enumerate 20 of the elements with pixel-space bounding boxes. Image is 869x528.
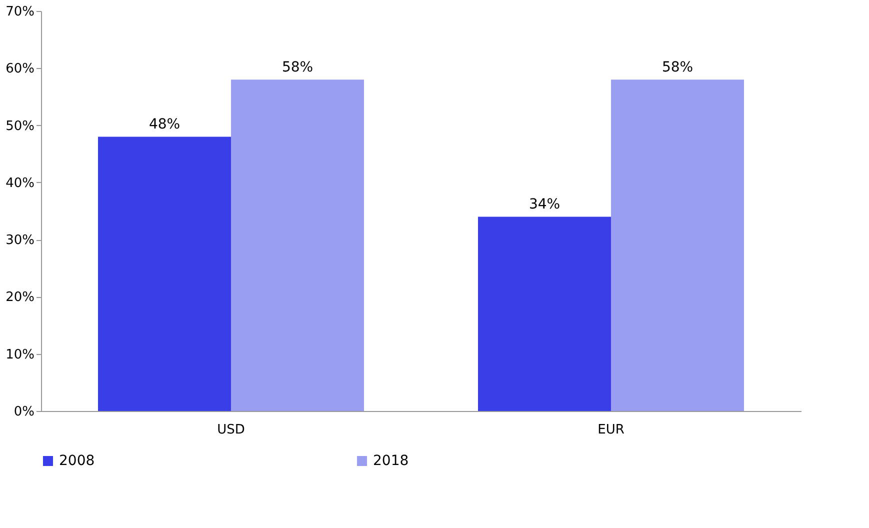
bar: [478, 216, 611, 411]
y-tick-label: 70%: [6, 4, 34, 20]
x-tick-label: USD: [217, 422, 245, 438]
y-tick-label: 0%: [14, 404, 34, 420]
data-label: 48%: [148, 116, 180, 133]
x-tick-label: EUR: [598, 422, 624, 438]
legend-label: 2018: [373, 453, 409, 469]
data-label: 58%: [662, 60, 694, 76]
y-tick-label: 60%: [6, 62, 34, 77]
bar: [231, 80, 364, 411]
y-tick-label: 20%: [6, 290, 34, 306]
data-label: 34%: [528, 196, 560, 213]
legend-label: 2008: [59, 453, 95, 469]
bar: [611, 80, 744, 411]
y-tick-label: 50%: [6, 118, 34, 134]
y-tick-label: 10%: [6, 347, 34, 362]
y-tick-label: 40%: [6, 176, 34, 191]
bar: [98, 136, 231, 411]
data-label: 58%: [282, 60, 314, 76]
y-tick-label: 30%: [6, 233, 34, 248]
